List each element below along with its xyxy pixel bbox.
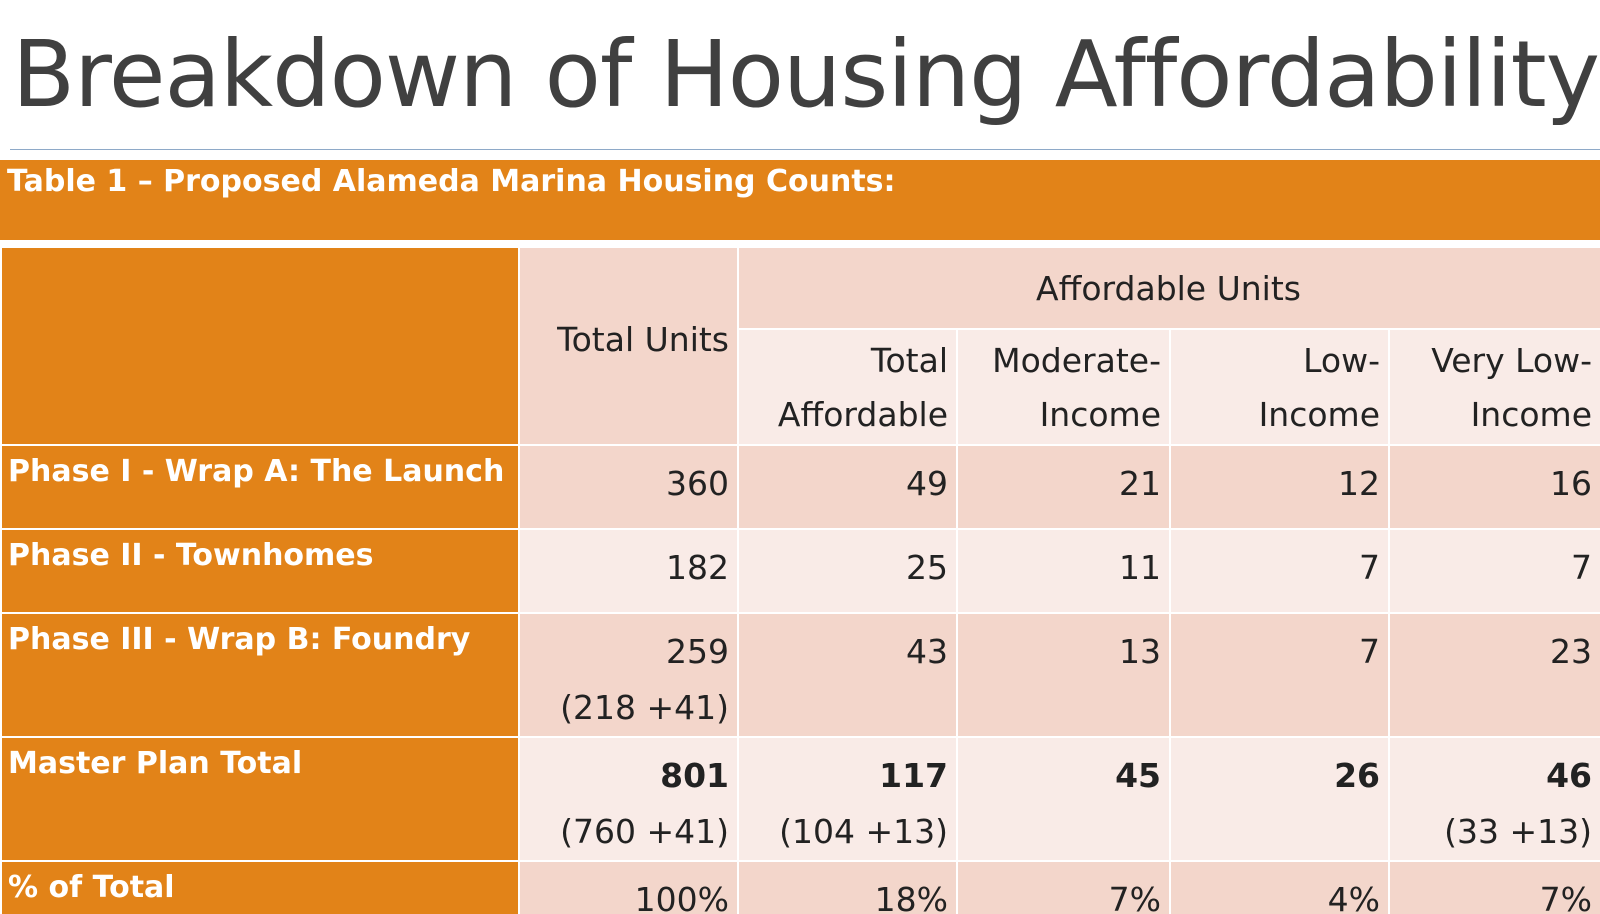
table-row: Phase III - Wrap B: Foundry 259 (218 +41…	[0, 612, 1600, 738]
cell-total-units: 801 (760 +41)	[518, 736, 739, 862]
cell-note: (760 +41)	[560, 812, 729, 851]
header-total-affordable-line1: Total	[870, 341, 948, 380]
cell-very-low-income: 7%	[1388, 860, 1600, 914]
title-divider	[10, 149, 1600, 150]
row-label: Phase II - Townhomes	[0, 528, 520, 614]
header-very-low-income: Very Low- Income	[1388, 328, 1600, 446]
header-very-low-income-line1: Very Low-	[1431, 341, 1592, 380]
cell-total-units: 100%	[518, 860, 739, 914]
header-total-units: Total Units	[518, 246, 739, 446]
row-label: % of Total	[0, 860, 520, 914]
cell-total-units: 360	[518, 444, 739, 530]
row-label: Master Plan Total	[0, 736, 520, 862]
slide-title: Breakdown of Housing Affordability	[12, 21, 1600, 128]
table-row: Master Plan Total 801 (760 +41) 117 (104…	[0, 736, 1600, 862]
table-caption: Table 1 – Proposed Alameda Marina Housin…	[7, 164, 896, 199]
table-row: Phase II - Townhomes 182 25 11 7 7	[0, 528, 1600, 614]
header-corner-cell	[0, 246, 520, 446]
row-label: Phase III - Wrap B: Foundry	[0, 612, 520, 738]
cell-total-units: 182	[518, 528, 739, 614]
header-low-income-line1: Low-	[1303, 341, 1380, 380]
cell-value: 259	[666, 632, 729, 671]
cell-note: (104 +13)	[779, 812, 948, 851]
header-moderate-income: Moderate- Income	[956, 328, 1171, 446]
cell-low-income: 7	[1169, 528, 1390, 614]
table-row: % of Total 100% 18% 7% 4% 7%	[0, 860, 1600, 914]
cell-very-low-income: 23	[1388, 612, 1600, 738]
cell-note: (33 +13)	[1444, 812, 1592, 851]
cell-total-affordable: 18%	[737, 860, 958, 914]
header-moderate-income-line2: Income	[1039, 395, 1161, 434]
cell-low-income: 4%	[1169, 860, 1390, 914]
table-caption-banner: Table 1 – Proposed Alameda Marina Housin…	[0, 160, 1600, 240]
cell-moderate-income: 13	[956, 612, 1171, 738]
housing-counts-table: Total Units Affordable Units Total Affor…	[0, 246, 1600, 914]
header-moderate-income-line1: Moderate-	[992, 341, 1161, 380]
header-low-income-line2: Income	[1258, 395, 1380, 434]
row-label: Phase I - Wrap A: The Launch	[0, 444, 520, 530]
cell-low-income: 7	[1169, 612, 1390, 738]
table-row: Phase I - Wrap A: The Launch 360 49 21 1…	[0, 444, 1600, 530]
cell-value: 46	[1546, 756, 1592, 795]
cell-moderate-income: 45	[956, 736, 1171, 862]
cell-value: 801	[660, 756, 729, 795]
cell-total-affordable: 49	[737, 444, 958, 530]
cell-total-affordable: 43	[737, 612, 958, 738]
header-very-low-income-line2: Income	[1470, 395, 1592, 434]
header-low-income: Low- Income	[1169, 328, 1390, 446]
header-total-affordable: Total Affordable	[737, 328, 958, 446]
cell-moderate-income: 7%	[956, 860, 1171, 914]
cell-total-affordable: 25	[737, 528, 958, 614]
cell-very-low-income: 16	[1388, 444, 1600, 530]
cell-low-income: 12	[1169, 444, 1390, 530]
cell-value: 117	[879, 756, 948, 795]
cell-moderate-income: 21	[956, 444, 1171, 530]
header-total-affordable-line2: Affordable	[777, 395, 948, 434]
cell-very-low-income: 7	[1388, 528, 1600, 614]
cell-low-income: 26	[1169, 736, 1390, 862]
cell-very-low-income: 46 (33 +13)	[1388, 736, 1600, 862]
cell-note: (218 +41)	[560, 688, 729, 727]
cell-moderate-income: 11	[956, 528, 1171, 614]
cell-total-units: 259 (218 +41)	[518, 612, 739, 738]
cell-total-affordable: 117 (104 +13)	[737, 736, 958, 862]
header-affordable-units: Affordable Units	[737, 246, 1600, 330]
